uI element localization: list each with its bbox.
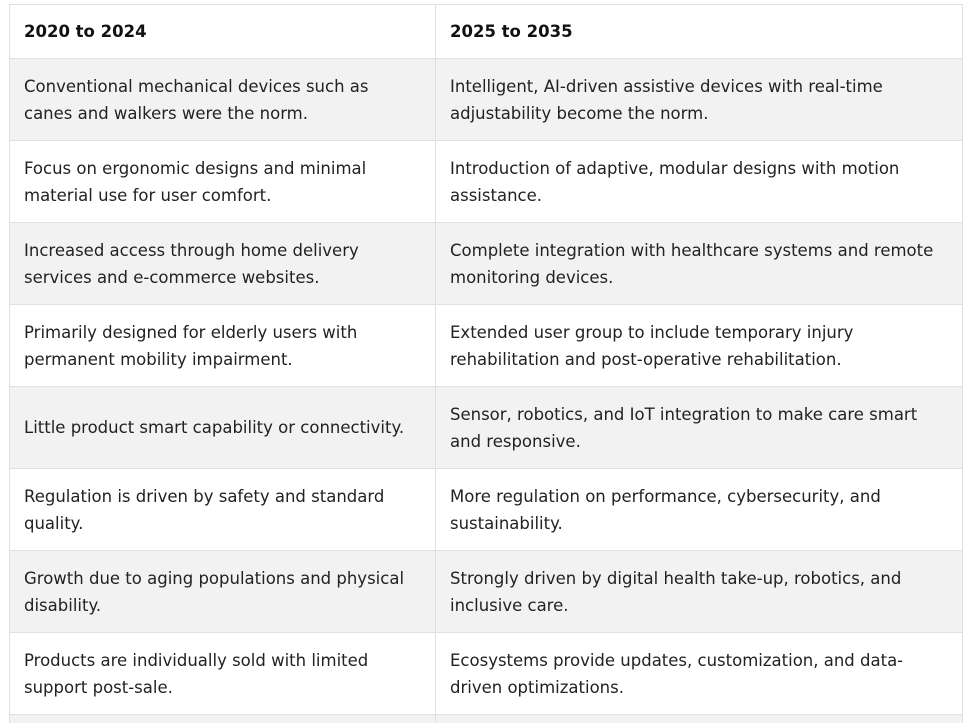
table-row: Focus on ergonomic designs and minimal m… bbox=[10, 141, 963, 223]
table-row: Conventional mechanical devices such as … bbox=[10, 59, 963, 141]
table-row: Little product smart capability or conne… bbox=[10, 387, 963, 469]
table-cell-empty bbox=[436, 715, 963, 723]
table-cell: Ecosystems provide updates, customizatio… bbox=[436, 633, 963, 715]
table-cell: Introduction of adaptive, modular design… bbox=[436, 141, 963, 223]
table-row: Regulation is driven by safety and stand… bbox=[10, 469, 963, 551]
table-row-partial bbox=[10, 715, 963, 723]
table-cell: Primarily designed for elderly users wit… bbox=[10, 305, 436, 387]
table-cell: Sensor, robotics, and IoT integration to… bbox=[436, 387, 963, 469]
table-cell: Growth due to aging populations and phys… bbox=[10, 551, 436, 633]
table-cell: Complete integration with healthcare sys… bbox=[436, 223, 963, 305]
table-cell: Strongly driven by digital health take-u… bbox=[436, 551, 963, 633]
table-cell: Products are individually sold with limi… bbox=[10, 633, 436, 715]
column-header-2025-2035: 2025 to 2035 bbox=[436, 5, 963, 59]
table-row: Increased access through home delivery s… bbox=[10, 223, 963, 305]
table-row: Growth due to aging populations and phys… bbox=[10, 551, 963, 633]
table-row: Primarily designed for elderly users wit… bbox=[10, 305, 963, 387]
table-cell: Increased access through home delivery s… bbox=[10, 223, 436, 305]
comparison-table: 2020 to 2024 2025 to 2035 Conventional m… bbox=[9, 4, 963, 723]
table-cell: Conventional mechanical devices such as … bbox=[10, 59, 436, 141]
table-cell: More regulation on performance, cybersec… bbox=[436, 469, 963, 551]
table-cell-empty bbox=[10, 715, 436, 723]
table-cell: Extended user group to include temporary… bbox=[436, 305, 963, 387]
table-row: Products are individually sold with limi… bbox=[10, 633, 963, 715]
table-cell: Intelligent, AI-driven assistive devices… bbox=[436, 59, 963, 141]
comparison-table-container: 2020 to 2024 2025 to 2035 Conventional m… bbox=[9, 4, 962, 723]
table-header-row: 2020 to 2024 2025 to 2035 bbox=[10, 5, 963, 59]
table-cell: Regulation is driven by safety and stand… bbox=[10, 469, 436, 551]
table-cell: Focus on ergonomic designs and minimal m… bbox=[10, 141, 436, 223]
table-cell: Little product smart capability or conne… bbox=[10, 387, 436, 469]
column-header-2020-2024: 2020 to 2024 bbox=[10, 5, 436, 59]
